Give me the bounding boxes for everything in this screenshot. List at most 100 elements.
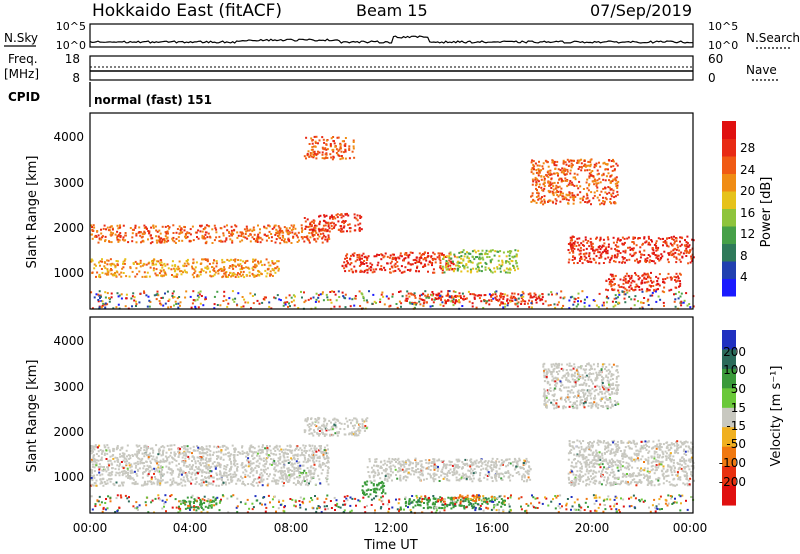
power-cell (671, 244, 674, 247)
power-cell (327, 236, 330, 239)
velocity-cell (211, 462, 214, 465)
power-cell (176, 228, 179, 230)
power-cell (509, 271, 511, 274)
velocity-cell (152, 455, 155, 458)
power-cell (639, 256, 642, 259)
velocity-cell (155, 444, 158, 447)
power-cell (284, 301, 287, 304)
power-cell (570, 237, 573, 240)
velocity-cell (323, 420, 326, 423)
power-cell (256, 241, 259, 243)
power-cell (192, 258, 195, 261)
velocity-cell (239, 479, 242, 482)
power-cell (405, 299, 408, 302)
power-cell (537, 295, 540, 298)
power-cell (400, 305, 402, 308)
power-cell (586, 164, 589, 167)
power-cell (471, 261, 474, 264)
power-cell (634, 272, 637, 275)
power-cell (171, 292, 174, 295)
power-cell (186, 235, 189, 238)
power-cell (685, 251, 688, 254)
velocity-cell (307, 484, 310, 487)
power-cell (325, 221, 328, 224)
power-cell (606, 249, 609, 252)
power-cell (327, 225, 330, 228)
velocity-cell (268, 445, 271, 448)
velocity-cell (324, 418, 327, 421)
power-cell (331, 217, 334, 220)
power-cell (93, 263, 96, 266)
power-cell (521, 298, 524, 301)
power-cell (404, 266, 407, 269)
power-cell (612, 192, 615, 195)
velocity-cell (434, 467, 437, 470)
power-cell (648, 237, 650, 240)
power-cell (298, 239, 300, 242)
power-cell (441, 253, 443, 256)
velocity-cell (206, 454, 209, 457)
power-cell (165, 240, 168, 243)
velocity-cell (216, 461, 219, 464)
power-cell (550, 291, 553, 294)
power-cell (640, 301, 643, 304)
power-cell (561, 170, 564, 173)
velocity-cell (260, 476, 263, 479)
power-cell (604, 179, 607, 182)
velocity-cell (105, 449, 108, 452)
power-cell (534, 178, 537, 181)
velocity-cell (217, 450, 220, 453)
power-cell (252, 302, 255, 305)
power-cell (532, 180, 535, 183)
power-cell (155, 274, 158, 277)
velocity-cell (326, 422, 329, 425)
power-cell (557, 172, 560, 175)
power-cell (282, 304, 285, 307)
power-cell (516, 265, 519, 268)
power-cell (538, 160, 540, 163)
power-cell (136, 262, 139, 265)
velocity-cell (432, 458, 435, 461)
velocity-cell (297, 467, 300, 470)
power-cell (375, 255, 378, 258)
velocity-cell (182, 476, 185, 479)
velocity-cell (391, 479, 393, 482)
power-cell (446, 268, 449, 271)
power-cell (384, 252, 387, 255)
velocity-cell (209, 457, 212, 460)
velocity-cell (197, 446, 200, 449)
velocity-cell (472, 472, 475, 475)
power-cell (358, 256, 360, 259)
power-cell (308, 225, 311, 228)
velocity-cell (469, 465, 472, 468)
power-cell (667, 245, 670, 248)
power-cell (252, 226, 255, 229)
power-cell (465, 297, 468, 300)
power-cell (288, 302, 290, 305)
velocity-cell (228, 470, 231, 473)
power-cell (460, 296, 462, 299)
power-cell (590, 171, 593, 174)
power-cell (456, 264, 459, 267)
velocity-cell (100, 456, 103, 459)
velocity-cell (306, 481, 309, 484)
power-cell (457, 260, 460, 263)
power-cell (615, 301, 618, 303)
velocity-cell (303, 454, 306, 457)
power-cell (568, 307, 571, 310)
power-cell (597, 182, 600, 185)
velocity-cell (150, 478, 153, 481)
velocity-cell (126, 460, 129, 463)
power-cell (131, 232, 134, 235)
velocity-cell (331, 425, 334, 428)
power-cell (656, 280, 659, 282)
velocity-cell (143, 481, 146, 484)
power-cell (199, 302, 202, 305)
power-cell (569, 296, 572, 299)
power-cell (628, 286, 631, 289)
power-cell (458, 295, 460, 298)
power-cell (469, 268, 472, 271)
power-cell (607, 172, 610, 175)
power-cell (463, 266, 466, 269)
velocity-cell (147, 456, 150, 459)
